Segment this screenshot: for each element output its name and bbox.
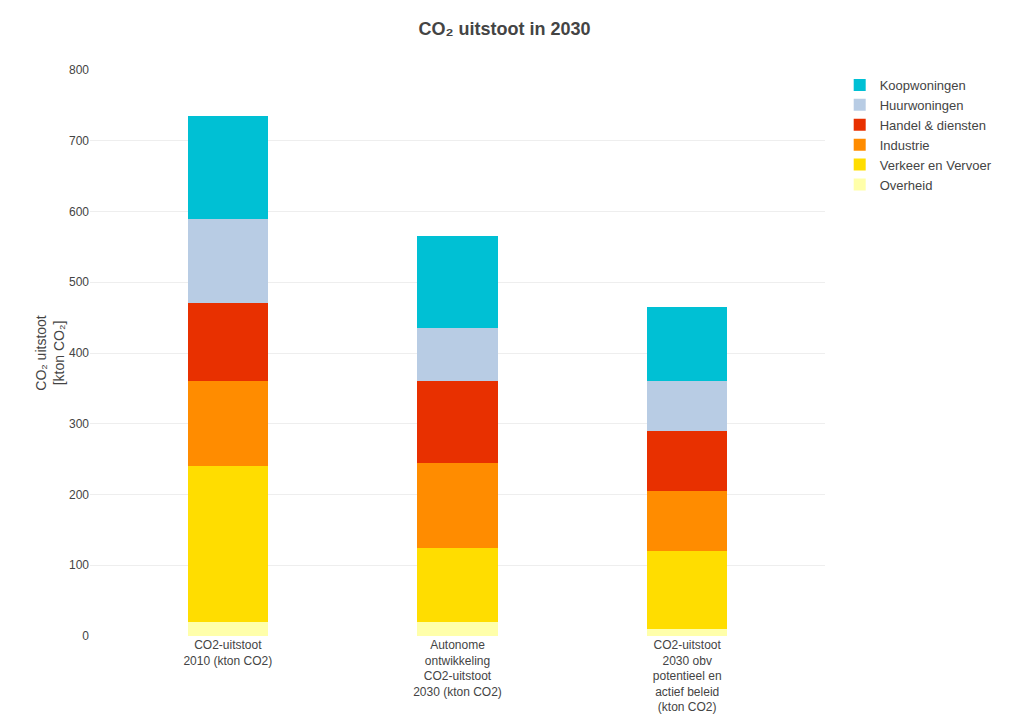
- svg-text:CO2-uitstoot2010 (kton CO2): CO2-uitstoot2010 (kton CO2): [183, 638, 272, 668]
- svg-text:200: 200: [69, 488, 89, 502]
- svg-text:CO₂ uitstoot[kton CO₂]: CO₂ uitstoot[kton CO₂]: [33, 315, 67, 391]
- svg-text:600: 600: [69, 205, 89, 219]
- svg-text:Handel & diensten: Handel & diensten: [880, 118, 986, 133]
- svg-text:100: 100: [69, 558, 89, 572]
- svg-text:Verkeer en Vervoer: Verkeer en Vervoer: [880, 158, 992, 173]
- svg-text:Koopwoningen: Koopwoningen: [880, 78, 966, 93]
- svg-text:700: 700: [69, 134, 89, 148]
- svg-text:800: 800: [69, 63, 89, 77]
- svg-text:AutonomeontwikkelingCO2-uitsto: AutonomeontwikkelingCO2-uitstoot2030 (kt…: [413, 638, 502, 699]
- svg-text:CO2-uitstoot2030 obvpotentieel: CO2-uitstoot2030 obvpotentieel enactief …: [653, 638, 722, 714]
- svg-text:Industrie: Industrie: [880, 138, 930, 153]
- svg-text:300: 300: [69, 417, 89, 431]
- svg-text:500: 500: [69, 275, 89, 289]
- svg-text:0: 0: [82, 629, 89, 643]
- svg-text:400: 400: [69, 346, 89, 360]
- svg-text:Overheid: Overheid: [880, 178, 933, 193]
- svg-text:Huurwoningen: Huurwoningen: [880, 98, 964, 113]
- svg-text:CO₂ uitstoot in 2030: CO₂ uitstoot in 2030: [418, 19, 590, 39]
